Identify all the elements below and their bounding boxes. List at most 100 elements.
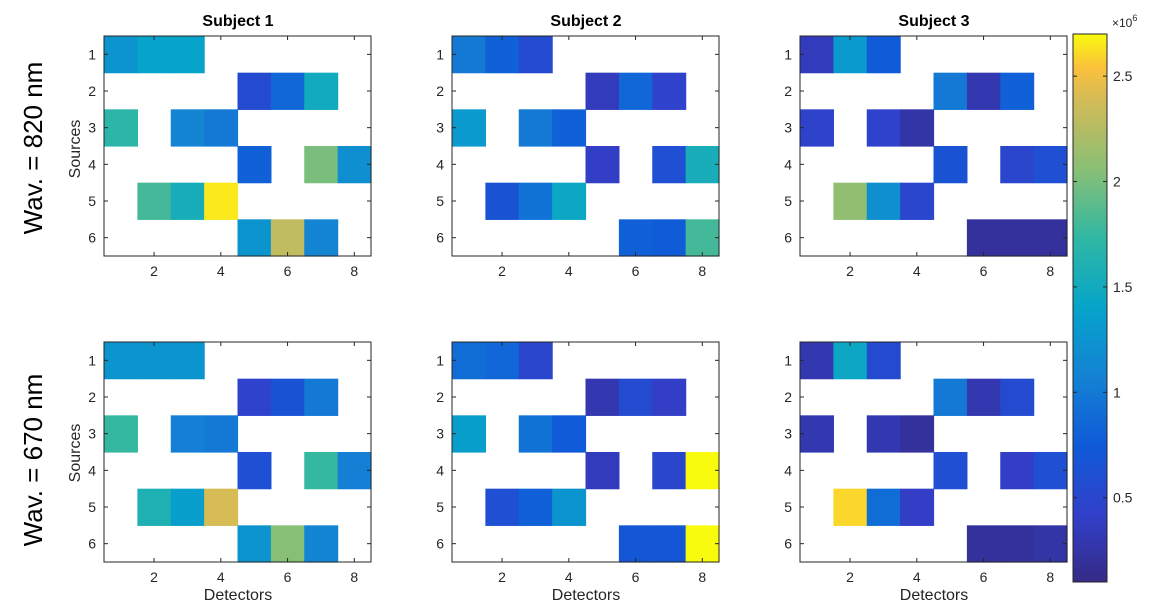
y-tick-label: 1 — [88, 352, 96, 368]
heatmap-cell — [966, 378, 1001, 416]
heatmap-cell — [900, 182, 935, 220]
x-tick-label: 2 — [846, 263, 854, 279]
x-tick-label: 6 — [980, 263, 988, 279]
heatmap-cell — [104, 109, 138, 147]
heatmap-cell — [652, 72, 687, 110]
heatmap-cell — [1000, 378, 1035, 416]
x-tick-label: 2 — [498, 569, 506, 585]
heatmap-cell — [585, 378, 620, 416]
ylabel-sources-bottom: Sources — [67, 424, 84, 483]
colorbar-tick-label: 1.5 — [1113, 279, 1133, 295]
y-tick-label: 6 — [88, 230, 96, 246]
heatmap-cell — [800, 415, 834, 453]
colorbar-tick-label: 0.5 — [1113, 490, 1133, 506]
heatmap-cell — [237, 72, 272, 110]
y-tick-label: 2 — [436, 83, 444, 99]
heatmap-panel-1: 2 4 6 8 1 2 3 4 5 6 — [88, 35, 372, 279]
heatmap-cell — [1000, 72, 1035, 110]
x-tick-label: 2 — [150, 263, 158, 279]
y-tick-label: 6 — [784, 536, 792, 552]
heatmap-cell — [170, 342, 205, 380]
heatmap-cell — [137, 182, 172, 220]
heatmap-panels: 2 4 6 8 1 2 3 4 5 6 2 4 6 8 1 2 3 4 5 6 2 4 6 8 1 2 3 4 5 6 2 4 6 8 1 2 3 4 5 6… — [88, 35, 1068, 585]
heatmap-cell — [800, 109, 834, 147]
heatmap-cell — [652, 146, 687, 184]
heatmap-cell — [652, 219, 687, 257]
heatmap-cell — [833, 36, 868, 74]
heatmap-cell — [685, 146, 720, 184]
heatmap-cell — [866, 109, 901, 147]
x-tick-label: 8 — [350, 569, 358, 585]
x-tick-label: 4 — [913, 263, 921, 279]
column-title-subject-1: Subject 1 — [202, 13, 273, 30]
heatmap-cell — [618, 378, 653, 416]
heatmap-cell — [652, 525, 687, 563]
heatmap-cell — [685, 452, 720, 490]
heatmap-cell — [304, 378, 339, 416]
x-tick-label: 4 — [565, 569, 573, 585]
heatmap-cell — [518, 415, 553, 453]
panel-frame — [799, 35, 1068, 257]
heatmap-cell — [966, 525, 1001, 563]
x-tick-label: 8 — [698, 569, 706, 585]
heatmap-cell — [800, 36, 834, 74]
heatmap-cell — [933, 146, 968, 184]
y-tick-label: 6 — [436, 536, 444, 552]
heatmap-cell — [237, 525, 272, 563]
heatmap-cell — [204, 182, 239, 220]
heatmap-cell — [618, 525, 653, 563]
y-tick-label: 3 — [436, 120, 444, 136]
heatmap-cell — [270, 525, 305, 563]
x-tick-label: 6 — [284, 569, 292, 585]
y-tick-label: 4 — [784, 156, 792, 172]
heatmap-cell — [518, 182, 553, 220]
y-tick-label: 2 — [784, 83, 792, 99]
heatmap-cell — [518, 109, 553, 147]
heatmap-cell — [270, 219, 305, 257]
x-tick-label: 6 — [980, 569, 988, 585]
heatmap-cell — [900, 488, 935, 526]
heatmap-cell — [966, 72, 1001, 110]
x-tick-label: 6 — [632, 569, 640, 585]
heatmap-cell — [552, 182, 587, 220]
colorbar-tick-label: 2.5 — [1113, 68, 1133, 84]
heatmap-cell — [833, 342, 868, 380]
y-tick-label: 6 — [88, 536, 96, 552]
heatmap-cell — [104, 415, 138, 453]
heatmap-cell — [1000, 452, 1035, 490]
heatmap-cell — [170, 488, 205, 526]
colorbar-tick-label: 1 — [1113, 384, 1121, 400]
y-tick-label: 5 — [784, 193, 792, 209]
colorbar-ticks: 0.5 1 1.5 2 2.5 — [1073, 68, 1133, 506]
heatmap-cell — [866, 488, 901, 526]
heatmap-cell — [304, 146, 339, 184]
colorbar-tick-label: 2 — [1113, 174, 1121, 190]
heatmap-cell — [518, 36, 553, 74]
panel-frame — [103, 35, 372, 257]
heatmap-cell — [518, 342, 553, 380]
panel-frame — [799, 341, 1068, 563]
heatmap-cell — [304, 525, 339, 563]
colorbar-multiplier-exponent: 6 — [1132, 13, 1137, 23]
heatmap-cell — [585, 72, 620, 110]
x-tick-label: 4 — [217, 569, 225, 585]
heatmap-cell — [1033, 525, 1068, 563]
heatmap-cell — [170, 415, 205, 453]
x-tick-label: 6 — [284, 263, 292, 279]
x-tick-label: 2 — [498, 263, 506, 279]
y-tick-label: 5 — [436, 499, 444, 515]
heatmap-cell — [1000, 146, 1035, 184]
heatmap-cell — [866, 36, 901, 74]
x-tick-label: 2 — [846, 569, 854, 585]
heatmap-cell — [237, 146, 272, 184]
heatmap-cell — [1000, 219, 1035, 257]
column-title-subject-3: Subject 3 — [898, 13, 969, 30]
heatmap-cell — [1033, 452, 1068, 490]
x-tick-label: 2 — [150, 569, 158, 585]
y-tick-label: 2 — [436, 389, 444, 405]
y-tick-label: 2 — [88, 389, 96, 405]
heatmap-cell — [652, 378, 687, 416]
heatmap-cell — [552, 488, 587, 526]
heatmap-cell — [237, 219, 272, 257]
